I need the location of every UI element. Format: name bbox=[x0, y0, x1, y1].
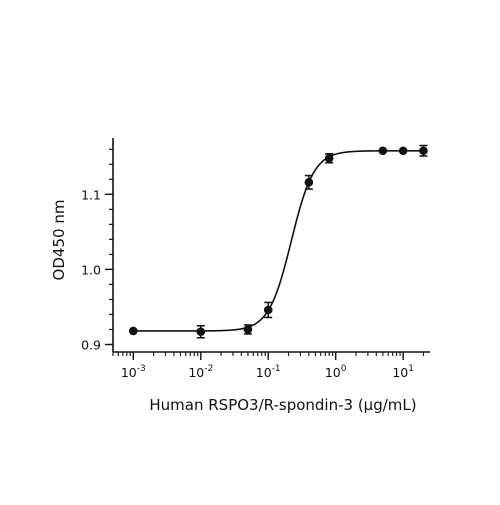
x-tick-label: 101 bbox=[392, 364, 414, 380]
data-points bbox=[129, 144, 428, 339]
data-point bbox=[304, 178, 314, 187]
data-point bbox=[378, 146, 388, 156]
axes: 0.9 1.0 1.1 10-3 10-2 10-1 100 101 bbox=[81, 138, 430, 380]
data-point bbox=[196, 327, 206, 337]
data-point bbox=[243, 325, 253, 334]
x-tick-label: 10-2 bbox=[188, 364, 213, 380]
data-point bbox=[398, 146, 408, 156]
x-tick-label: 100 bbox=[325, 364, 347, 380]
x-axis-title: Human RSPO3/R-spondin-3 (µg/mL) bbox=[149, 396, 416, 414]
fit-curve bbox=[133, 149, 424, 332]
x-tick-label: 10-1 bbox=[256, 364, 281, 380]
fit-curve-layer bbox=[133, 149, 424, 332]
data-point bbox=[324, 153, 334, 163]
data-point bbox=[419, 146, 428, 156]
x-tick-label: 10-3 bbox=[121, 364, 146, 380]
data-point bbox=[263, 305, 273, 315]
y-axis-title: OD450 nm bbox=[50, 200, 68, 281]
y-tick-label: 1.1 bbox=[81, 187, 101, 202]
y-tick-label: 1.0 bbox=[81, 262, 101, 277]
data-point bbox=[129, 326, 138, 336]
y-tick-label: 0.9 bbox=[81, 337, 101, 352]
